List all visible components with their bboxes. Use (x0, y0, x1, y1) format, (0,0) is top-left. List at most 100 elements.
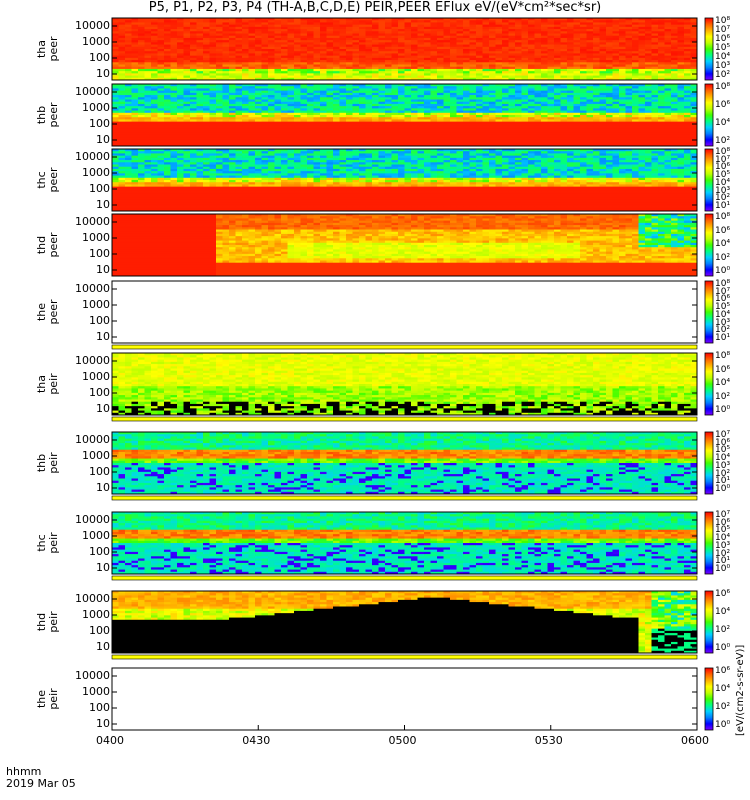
spectrogram-cell (151, 86, 158, 89)
spectrogram-cell (489, 67, 496, 70)
spectrogram-cell (541, 25, 548, 28)
spectrogram-cell (515, 102, 522, 105)
spectrogram-cell (236, 86, 243, 89)
spectrogram-cell (424, 86, 431, 89)
spectrogram-cell (470, 102, 477, 105)
spectrogram-cell (600, 137, 607, 140)
spectrogram-cell (177, 122, 184, 125)
spectrogram-cell (385, 86, 392, 89)
spectrogram-cell (164, 86, 171, 89)
spectrogram-cell (652, 122, 659, 125)
spectrogram-cell (197, 111, 204, 114)
spectrogram-cell (223, 102, 230, 105)
spectrogram-cell (665, 71, 672, 74)
spectrogram-cell (119, 137, 126, 140)
spectrogram-cell (554, 51, 561, 54)
spectrogram-cell (301, 76, 308, 79)
spectrogram-cell (275, 20, 282, 23)
spectrogram-cell (541, 86, 548, 89)
spectrogram-cell (398, 45, 405, 48)
spectrogram-cell (483, 71, 490, 74)
spectrogram-cell (294, 122, 301, 125)
spectrogram-cell (496, 117, 503, 120)
spectrogram-cell (457, 95, 464, 98)
spectrogram-cell (268, 122, 275, 125)
spectrogram-cell (275, 126, 282, 129)
spectrogram-cell (502, 137, 509, 140)
spectrogram-cell (580, 71, 587, 74)
spectrogram-cell (372, 56, 379, 59)
spectrogram-cell (489, 126, 496, 129)
spectrogram-cell (327, 137, 334, 140)
spectrogram-cell (476, 142, 483, 145)
spectrogram-cell (522, 91, 529, 94)
spectrogram-cell (632, 95, 639, 98)
spectrogram-cell (424, 117, 431, 120)
spectrogram-cell (171, 142, 178, 145)
spectrogram-cell (645, 67, 652, 70)
spectrogram-cell (405, 71, 412, 74)
spectrogram-cell (353, 20, 360, 23)
spectrogram-cell (580, 126, 587, 129)
spectrogram-cell (489, 76, 496, 79)
spectrogram-cell (463, 102, 470, 105)
spectrogram-cell (158, 117, 165, 120)
spectrogram-cell (177, 67, 184, 70)
spectrogram-cell (632, 86, 639, 89)
spectrogram-cell (281, 71, 288, 74)
spectrogram-cell (645, 111, 652, 114)
spectrogram-cell (574, 126, 581, 129)
spectrogram-cell (567, 122, 574, 125)
spectrogram-cell (314, 25, 321, 28)
spectrogram-cell (606, 106, 613, 109)
spectrogram-cell (613, 71, 620, 74)
spectrogram-cell (626, 106, 633, 109)
spectrogram-cell (190, 106, 197, 109)
spectrogram-cell (145, 67, 152, 70)
spectrogram-cell (190, 76, 197, 79)
spectrogram-cell (554, 106, 561, 109)
spectrogram-cell (483, 111, 490, 114)
spectrogram-cell (158, 102, 165, 105)
spectrogram-cell (431, 102, 438, 105)
spectrogram-cell (216, 40, 223, 43)
spectrogram-cell (242, 102, 249, 105)
spectrogram-cell (567, 86, 574, 89)
spectrogram-cell (489, 95, 496, 98)
spectrogram-cell (619, 111, 626, 114)
spectrogram-cell (385, 122, 392, 125)
spectrogram-cell (509, 20, 516, 23)
spectrogram-cell (418, 95, 425, 98)
spectrogram-cell (190, 111, 197, 114)
spectrogram-cell (678, 71, 685, 74)
spectrogram-cell (353, 86, 360, 89)
spectrogram-cell (203, 60, 210, 63)
spectrogram-cell (385, 29, 392, 32)
spectrogram-cell (535, 111, 542, 114)
spectrogram-cell (626, 29, 633, 32)
spectrogram-cell (197, 20, 204, 23)
spectrogram-cell (171, 86, 178, 89)
spectrogram-cell (333, 102, 340, 105)
spectrogram-cell (158, 142, 165, 145)
spectrogram-cell (671, 106, 678, 109)
spectrogram-cell (372, 76, 379, 79)
spectrogram-cell (457, 36, 464, 39)
spectrogram-cell (574, 106, 581, 109)
spectrogram-cell (125, 76, 132, 79)
spectrogram-cell (255, 106, 262, 109)
spectrogram-cell (587, 91, 594, 94)
spectrogram-cell (535, 106, 542, 109)
spectrogram-cell (606, 91, 613, 94)
spectrogram-cell (262, 67, 269, 70)
spectrogram-cell (210, 122, 217, 125)
spectrogram-cell (515, 71, 522, 74)
spectrogram-cell (151, 67, 158, 70)
spectrogram-cell (229, 71, 236, 74)
spectrogram-cell (288, 95, 295, 98)
spectrogram-cell (405, 122, 412, 125)
spectrogram-cell (190, 133, 197, 136)
spectrogram-cell (229, 142, 236, 145)
spectrogram-cell (600, 20, 607, 23)
spectrogram-cell (684, 60, 691, 63)
